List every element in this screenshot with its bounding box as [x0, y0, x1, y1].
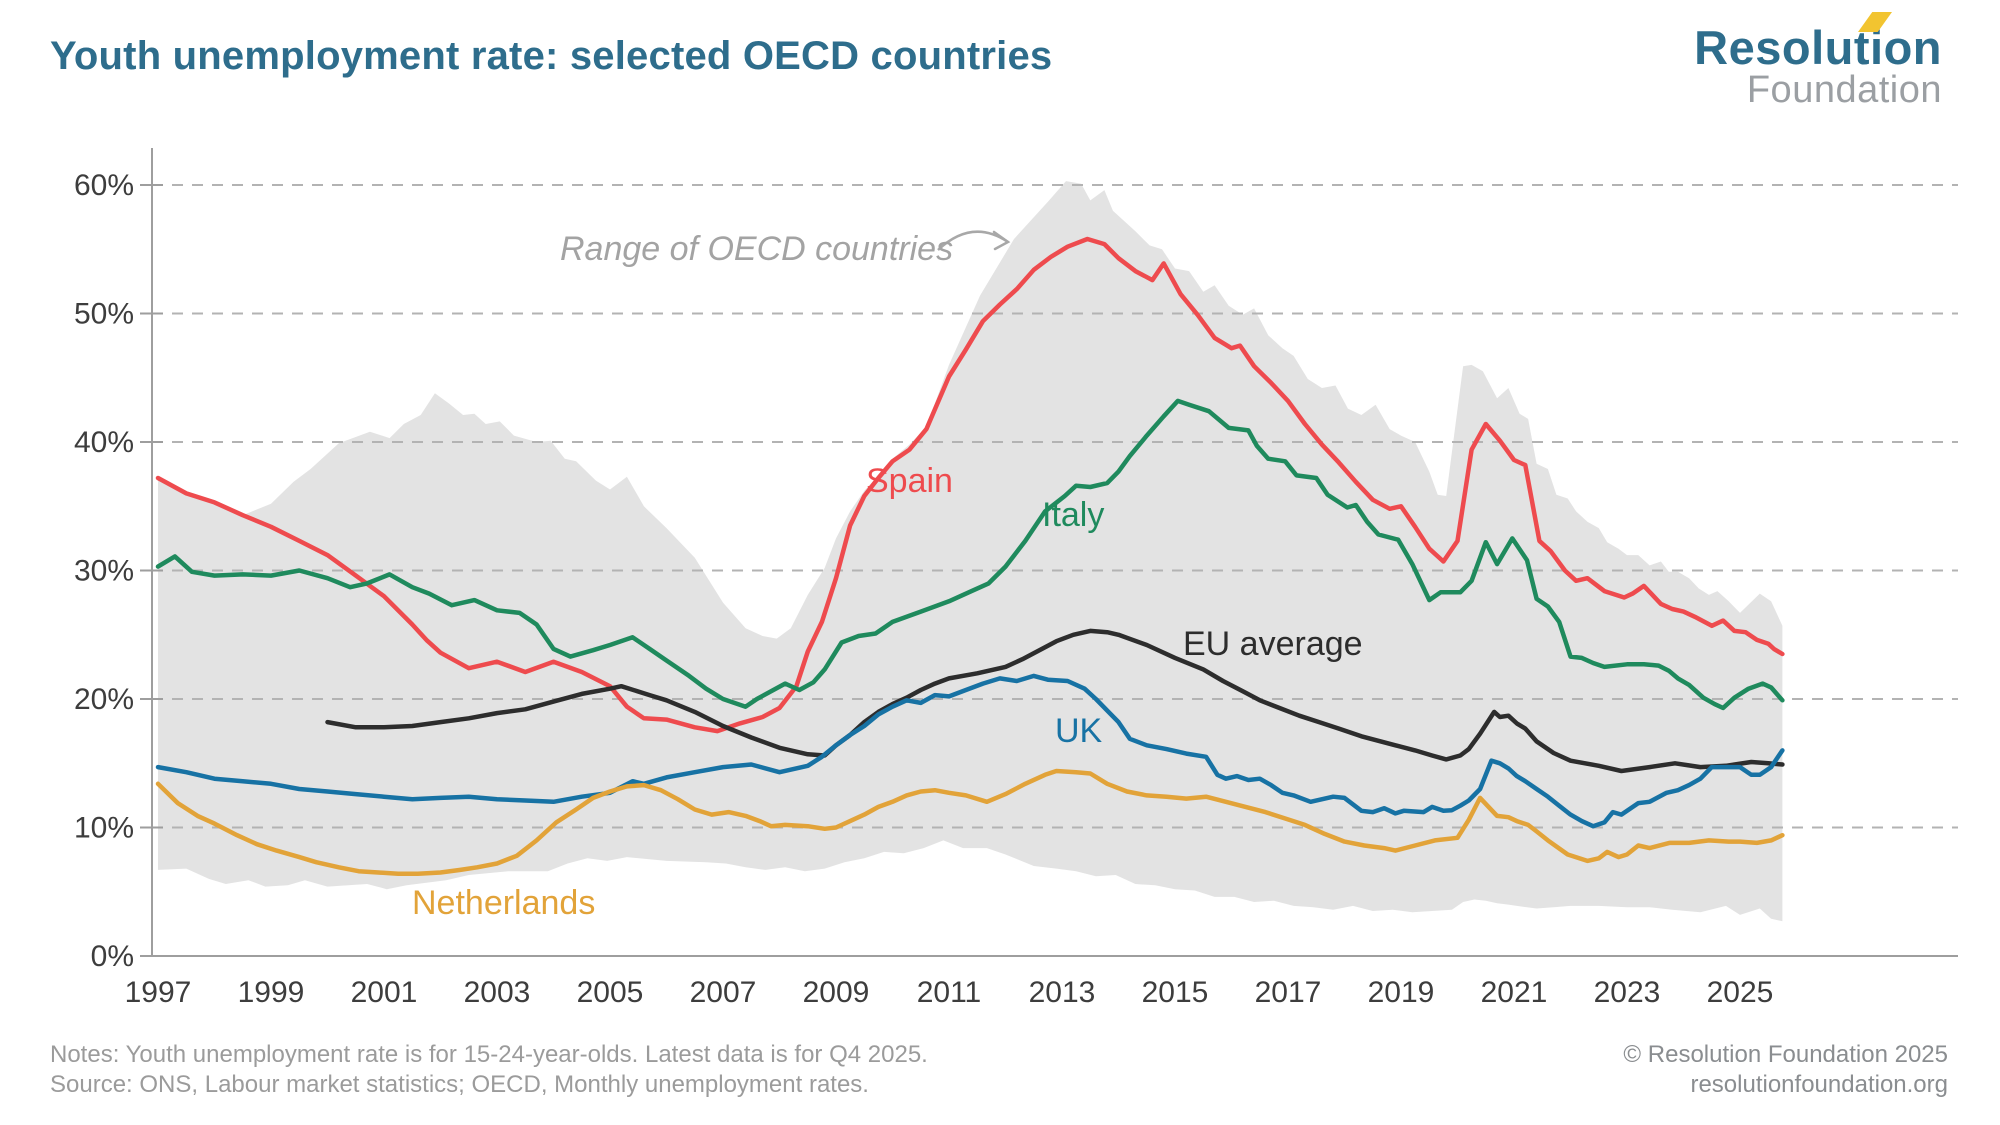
x-axis-label-2017: 2017 — [1255, 976, 1322, 1009]
series-label-netherlands: Netherlands — [412, 884, 596, 922]
x-axis-label-2021: 2021 — [1481, 976, 1548, 1009]
series-label-italy: Italy — [1042, 496, 1105, 534]
y-axis-label-10: 10% — [74, 812, 134, 845]
x-axis-label-2005: 2005 — [577, 976, 644, 1009]
annotation-arrowhead — [992, 230, 1011, 251]
y-axis-label-40: 40% — [74, 426, 134, 459]
copyright-text: © Resolution Foundation 2025 — [1623, 1041, 1948, 1068]
series-line-italy — [155, 398, 1785, 711]
x-axis-label-2007: 2007 — [690, 976, 757, 1009]
x-axis-label-2013: 2013 — [1029, 976, 1096, 1009]
logo-wordmark-resolution: Resolution — [1694, 12, 1942, 75]
series-line-eu-average — [325, 628, 1785, 774]
series-label-eu-average: EU average — [1183, 625, 1363, 663]
footer-attribution: © Resolution Foundation 2025 resolutionf… — [1623, 1040, 1948, 1100]
y-axis-label-30: 30% — [74, 555, 134, 588]
oecd-range-band — [158, 181, 1783, 922]
series-label-uk: UK — [1055, 712, 1103, 750]
notes-line: Notes: Youth unemployment rate is for 15… — [50, 1041, 928, 1068]
chart-notes: Notes: Youth unemployment rate is for 15… — [50, 1040, 928, 1100]
page-title: Youth unemployment rate: selected OECD c… — [50, 34, 1053, 78]
x-axis-label-1997: 1997 — [125, 976, 192, 1009]
x-axis-label-2019: 2019 — [1368, 976, 1435, 1009]
y-axis-label-50: 50% — [74, 298, 134, 331]
series-line-netherlands — [155, 768, 1785, 877]
y-axis-label-60: 60% — [74, 169, 134, 202]
x-axis-label-2001: 2001 — [351, 976, 418, 1009]
x-axis-label-2023: 2023 — [1594, 976, 1661, 1009]
x-axis-label-2011: 2011 — [917, 976, 982, 1009]
series-label-spain: Spain — [866, 462, 953, 500]
logo-text-resolution: Resolution — [1694, 21, 1942, 74]
y-axis-label-20: 20% — [74, 683, 134, 716]
x-axis-label-2015: 2015 — [1142, 976, 1209, 1009]
x-axis-label-1999: 1999 — [238, 976, 305, 1009]
x-axis-label-2025: 2025 — [1707, 976, 1774, 1009]
resolution-foundation-logo: Resolution Foundation — [1694, 12, 1942, 112]
logo-wordmark-foundation: Foundation — [1746, 69, 1942, 111]
y-axis-label-0: 0% — [91, 940, 134, 973]
range-annotation-label: Range of OECD countries — [560, 230, 954, 268]
series-line-spain — [155, 236, 1785, 734]
source-line: Source: ONS, Labour market statistics; O… — [50, 1071, 869, 1098]
x-axis-label-2009: 2009 — [803, 976, 870, 1009]
x-axis-label-2003: 2003 — [464, 976, 531, 1009]
website-link[interactable]: resolutionfoundation.org — [1690, 1071, 1948, 1098]
